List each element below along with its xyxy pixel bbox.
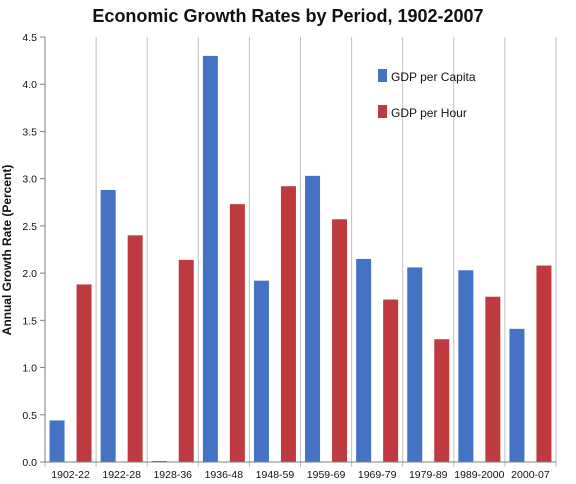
legend-label: GDP per Hour — [391, 106, 467, 120]
x-tick-label: 1959-69 — [307, 469, 346, 481]
y-tick-label: 1.0 — [22, 363, 37, 375]
x-tick-labels: 1902-22 1922-28 1928-36 1936-48 1948-59 1959-… — [51, 469, 550, 481]
y-tick-label: 4.5 — [22, 32, 37, 44]
bar — [536, 265, 552, 462]
bar — [332, 219, 348, 462]
legend: GDP per Capita GDP per Hour — [378, 69, 476, 120]
bar — [383, 299, 399, 462]
y-tick-label: 2.5 — [22, 221, 37, 233]
y-tick-label: 4.0 — [22, 79, 37, 91]
x-tick-label: 1936-48 — [205, 469, 244, 481]
bar — [49, 420, 65, 462]
bar — [178, 259, 194, 462]
x-tick-label: 1922-28 — [102, 469, 141, 481]
bar — [407, 267, 423, 462]
legend-swatch — [378, 69, 387, 82]
bar — [127, 235, 143, 462]
y-tick-label: 0.0 — [22, 457, 37, 469]
bar — [485, 296, 501, 462]
legend-swatch — [378, 105, 387, 118]
y-tick-label: 0.5 — [22, 410, 37, 422]
y-tick-label: 3.0 — [22, 174, 37, 186]
x-tick-label: 1902-22 — [51, 469, 90, 481]
bar — [280, 186, 296, 462]
bar — [76, 284, 92, 462]
bar — [229, 204, 245, 462]
bar — [356, 258, 372, 462]
x-tick-label: 1989-2000 — [454, 469, 504, 481]
x-tick-label: 1928-36 — [153, 469, 192, 481]
y-tick-label: 1.5 — [22, 315, 37, 327]
bar — [509, 328, 525, 462]
bar — [202, 55, 218, 463]
legend-label: GDP per Capita — [391, 70, 476, 84]
axes — [44, 37, 556, 463]
y-axis-label: Annual Growth Rate (Percent) — [0, 165, 14, 336]
bar — [458, 270, 474, 462]
y-tick-labels: 0.0 0.5 1.0 1.5 2.0 2.5 3.0 3.5 4.0 4.5 — [22, 32, 45, 469]
x-tick-label: 1948-59 — [256, 469, 295, 481]
bar — [100, 190, 116, 462]
bars — [49, 55, 552, 463]
bar — [305, 175, 321, 463]
x-tick-label: 1979-89 — [409, 469, 448, 481]
chart-title: Economic Growth Rates by Period, 1902-20… — [92, 6, 483, 26]
bar — [253, 280, 269, 462]
y-tick-label: 3.5 — [22, 126, 37, 138]
x-tick-label: 1969-79 — [358, 469, 397, 481]
grid — [44, 37, 557, 467]
x-tick-label: 2000-07 — [511, 469, 550, 481]
y-tick-label: 2.0 — [22, 268, 37, 280]
bar — [434, 339, 450, 462]
